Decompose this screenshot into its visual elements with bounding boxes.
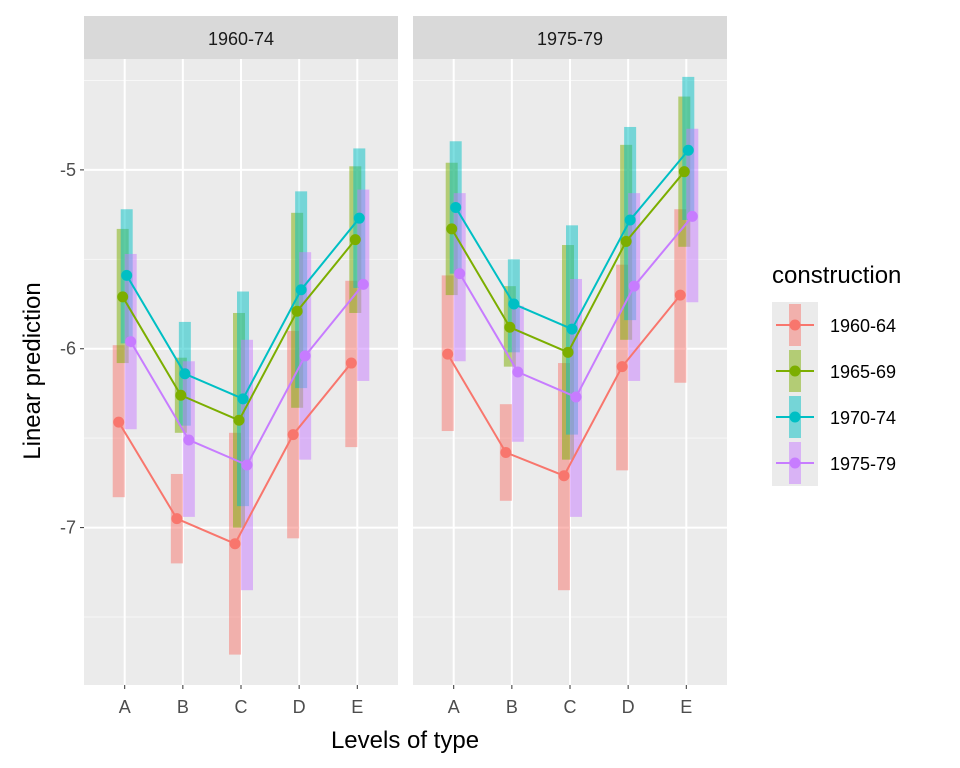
data-point-1970-74 [624,214,636,226]
legend-key-point [789,319,801,331]
data-point-1970-74 [121,269,133,281]
legend-item-1965-69: 1965-69 [772,348,896,394]
data-point-1975-79 [125,336,137,348]
data-point-1965-69 [678,166,690,178]
data-point-1965-69 [117,291,129,303]
data-point-1965-69 [446,223,458,235]
data-point-1975-79 [357,278,369,290]
data-point-1965-69 [349,234,361,246]
x-tick-label: B [177,697,189,717]
data-point-1960-64 [171,513,183,525]
x-tick-label: A [448,697,460,717]
legend-key-point [789,365,801,377]
legend-label: 1970-74 [830,408,896,428]
data-point-1970-74 [566,323,578,335]
legend-key-point [789,411,801,423]
y-tick-label: -5 [60,160,76,180]
facet-panels: -7 -6 -5 1960-74 A B C D E 1975-79 A B C D E [60,16,727,717]
data-point-1970-74 [353,212,365,224]
data-point-1975-79 [299,350,311,362]
facet-strip-label: 1960-74 [208,29,274,49]
y-axis-title: Linear prediction [19,282,46,459]
x-axis-title: Levels of type [331,727,479,754]
data-point-1970-74 [508,298,520,310]
data-point-1970-74 [179,368,191,380]
legend-item-1970-74: 1970-74 [772,394,896,440]
x-tick-label: E [680,697,692,717]
data-point-1975-79 [183,434,195,446]
data-point-1965-69 [504,321,516,333]
facet-1960-74: 1960-74 A B C D E [84,16,398,717]
data-point-1965-69 [562,346,574,358]
data-point-1960-64 [113,416,125,428]
y-tick-label: -6 [60,339,76,359]
data-point-1960-64 [500,446,512,458]
data-point-1960-64 [345,357,357,369]
x-tick-label: D [293,697,306,717]
data-point-1970-74 [450,201,462,213]
data-point-1960-64 [287,429,299,441]
data-point-1970-74 [295,284,307,296]
legend-title: construction [772,262,901,289]
facet-strip [84,16,398,59]
legend-label: 1960-64 [830,316,896,336]
data-point-1975-79 [241,459,253,471]
y-tick-label: -7 [60,518,76,538]
legend-item-1960-64: 1960-64 [772,302,896,348]
x-tick-label: A [119,697,131,717]
x-tick-label: E [351,697,363,717]
data-point-1975-79 [686,210,698,222]
x-tick-label: B [506,697,518,717]
data-point-1970-74 [237,393,249,405]
data-point-1965-69 [233,414,245,426]
data-point-1965-69 [175,389,187,401]
legend-item-1975-79: 1975-79 [772,440,896,486]
legend-keys: 1960-64 1965-69 1970-74 1975-79 [772,302,896,486]
legend-label: 1975-79 [830,454,896,474]
data-point-1965-69 [620,235,632,247]
facet-strip-label: 1975-79 [537,29,603,49]
x-tick-label: C [235,697,248,717]
data-point-1965-69 [291,305,303,317]
x-tick-label: C [564,697,577,717]
data-point-1975-79 [454,268,466,280]
legend-label: 1965-69 [830,362,896,382]
data-point-1975-79 [570,391,582,403]
data-point-1975-79 [512,366,524,378]
data-point-1960-64 [616,361,628,373]
data-point-1960-64 [674,289,686,301]
data-point-1975-79 [628,280,640,292]
data-point-1960-64 [229,538,241,550]
legend: construction 1960-64 1965-69 1970-74 1975-7… [772,262,901,486]
legend-key-point [789,457,801,469]
facet-1975-79: 1975-79 A B C D E [413,16,727,717]
facet-strip [413,16,727,59]
data-point-1970-74 [682,144,694,156]
x-tick-label: D [622,697,635,717]
data-point-1960-64 [442,348,454,360]
data-point-1960-64 [558,470,570,482]
